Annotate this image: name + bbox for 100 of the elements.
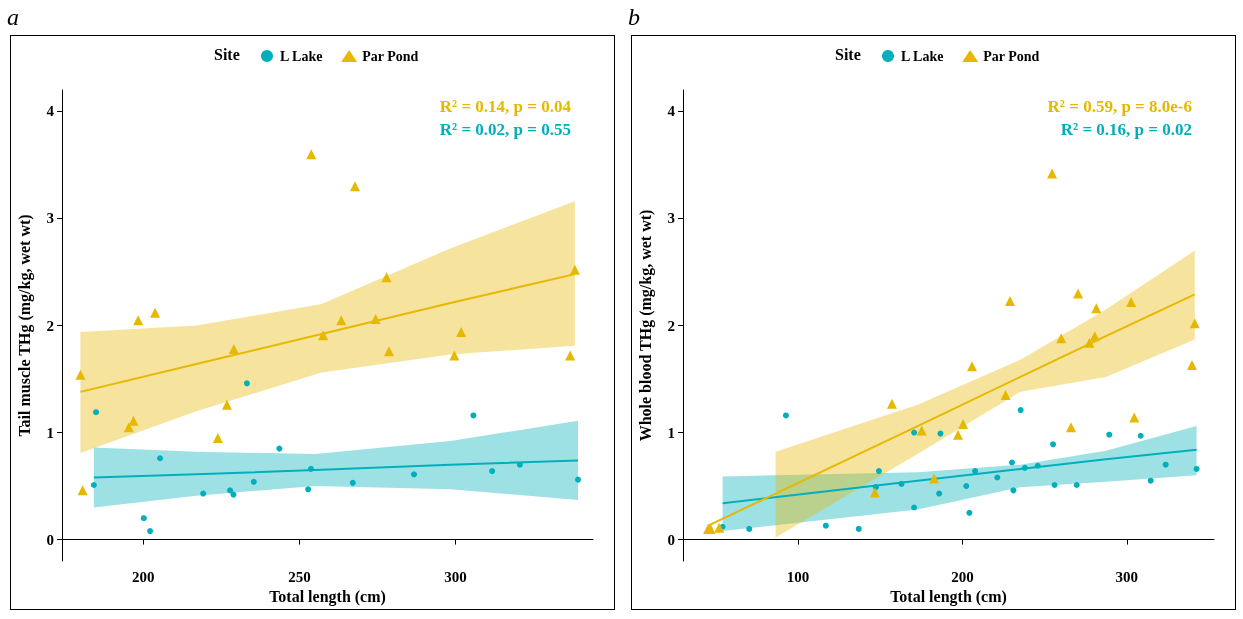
point — [200, 490, 207, 497]
point — [966, 509, 973, 516]
y-tick-label: 1 — [46, 424, 54, 441]
point — [1021, 464, 1028, 471]
point — [349, 479, 356, 486]
point — [1189, 318, 1200, 329]
point — [1147, 477, 1154, 484]
point — [128, 415, 139, 426]
point — [276, 445, 283, 452]
point — [370, 314, 381, 325]
point — [1000, 390, 1011, 401]
point — [147, 528, 154, 535]
annotation: R² = 0.59, p = 8.0e-6 — [1047, 97, 1193, 116]
point — [714, 522, 725, 533]
point — [911, 429, 918, 436]
point — [898, 480, 905, 487]
point — [133, 315, 144, 326]
x-tick-label: 200 — [131, 568, 155, 585]
y-axis-title: Tail muscle THg (mg/kg, wet wt) — [15, 214, 34, 437]
point — [963, 483, 970, 490]
point — [1126, 296, 1137, 307]
point — [1050, 441, 1057, 448]
point — [489, 468, 496, 475]
y-tick-label: 0 — [667, 531, 675, 548]
legend-label: Par Pond — [983, 48, 1040, 64]
annotation: R² = 0.16, p = 0.02 — [1060, 120, 1192, 139]
point — [872, 484, 879, 491]
point — [1089, 331, 1100, 342]
x-axis-title: Total length (cm) — [890, 588, 1007, 607]
chart-title: a — [7, 4, 19, 30]
point — [916, 425, 927, 436]
line-series — [721, 448, 1198, 505]
x-tick-label: 200 — [951, 568, 974, 585]
point — [822, 522, 829, 529]
point — [307, 465, 314, 472]
point — [349, 181, 360, 192]
point — [782, 412, 789, 419]
point — [936, 490, 943, 497]
point — [972, 468, 979, 475]
point — [449, 350, 460, 361]
point — [150, 307, 161, 318]
legend-title: Site — [214, 45, 240, 63]
point — [1056, 333, 1067, 344]
point — [306, 149, 317, 160]
point — [886, 398, 897, 409]
y-tick-label: 1 — [667, 424, 675, 441]
x-tick-label: 100 — [786, 568, 810, 585]
point — [746, 525, 753, 532]
x-tick-label: 250 — [288, 568, 311, 585]
point — [1091, 303, 1102, 314]
point — [937, 430, 944, 437]
point — [384, 346, 395, 357]
point — [1137, 432, 1144, 439]
point — [953, 429, 964, 440]
annotation: R² = 0.14, p = 0.04 — [439, 97, 572, 116]
point — [456, 326, 467, 337]
x-tick-label: 300 — [444, 568, 467, 585]
point — [569, 264, 580, 275]
point — [1051, 482, 1058, 488]
point — [994, 474, 1001, 481]
point — [869, 487, 880, 498]
point — [1017, 407, 1024, 414]
point — [967, 361, 978, 372]
x-axis-title: Total length (cm) — [269, 588, 386, 607]
point — [381, 272, 392, 283]
point — [305, 486, 312, 493]
point — [1065, 422, 1076, 433]
y-axis-title: Whole blood THg (mg/kg, wet wt) — [636, 209, 655, 442]
point — [875, 468, 882, 475]
legend-label: Par Pond — [362, 48, 419, 64]
point — [575, 476, 582, 483]
point — [411, 471, 418, 478]
line-series — [92, 459, 580, 479]
point — [470, 412, 477, 419]
point — [1129, 412, 1140, 423]
y-tick-label: 2 — [46, 317, 54, 334]
legend-label: L Lake — [901, 48, 944, 64]
point — [93, 409, 100, 416]
point — [1162, 461, 1169, 468]
point — [140, 515, 147, 522]
point — [212, 432, 223, 443]
point — [77, 485, 88, 496]
point — [1193, 465, 1200, 472]
chart-title: b — [628, 4, 640, 30]
point — [1034, 462, 1041, 469]
point — [157, 455, 164, 462]
point — [336, 315, 347, 326]
annotation: R² = 0.02, p = 0.55 — [439, 120, 571, 139]
point — [318, 330, 329, 341]
point — [227, 487, 234, 494]
point — [1004, 295, 1015, 306]
point — [1073, 482, 1080, 488]
point — [958, 418, 969, 429]
y-tick-label: 3 — [46, 210, 54, 227]
point — [1106, 431, 1113, 438]
legend-label: L Lake — [280, 48, 323, 64]
point — [516, 461, 523, 468]
point — [90, 482, 97, 488]
y-tick-label: 3 — [667, 210, 675, 227]
point — [565, 350, 576, 361]
